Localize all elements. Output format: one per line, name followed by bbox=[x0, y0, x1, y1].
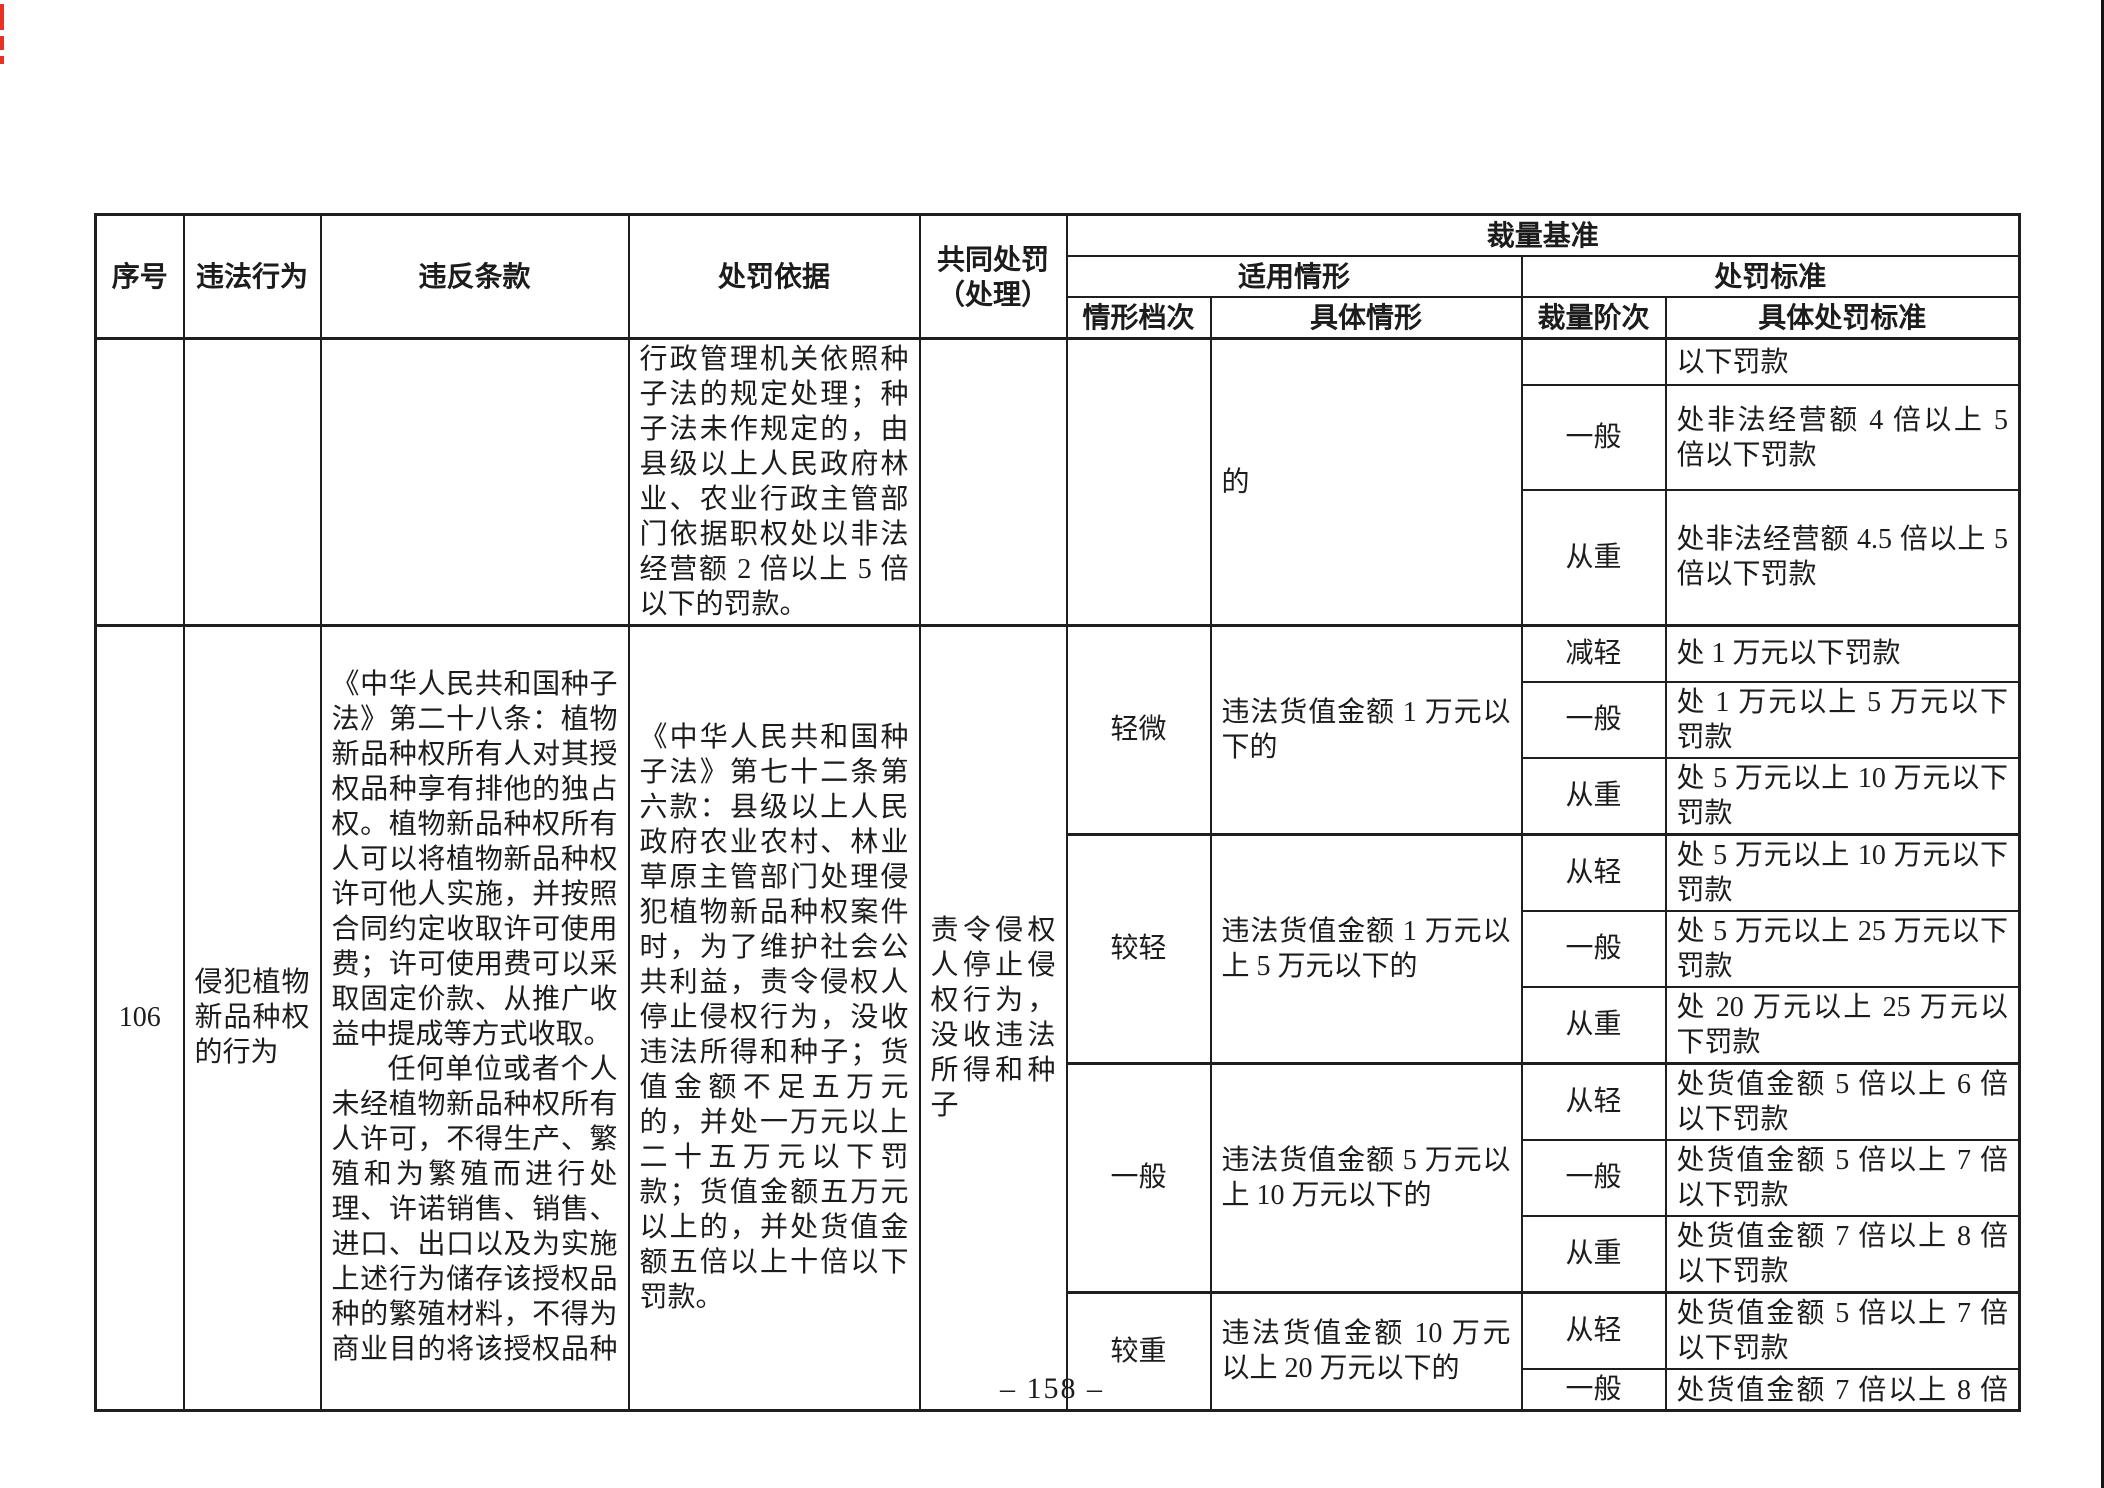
cell-discretion-stage: 从轻 bbox=[1520, 1061, 1667, 1141]
cell-situation-desc: 违法货值金额 10 万元以上 20 万元以下的 bbox=[1209, 1290, 1523, 1411]
header-specific-penalty-standard: 具体处罚标准 bbox=[1664, 296, 2021, 340]
cell-discretion-stage: 一般 bbox=[1520, 909, 1667, 988]
cell-situation-level-empty bbox=[1065, 337, 1212, 627]
cell-serial-106: 106 bbox=[94, 624, 185, 1411]
cell-situation-level: 一般 bbox=[1065, 1061, 1212, 1293]
cell-penalty-standard: 处货值金额 5 倍以上 6 倍以下罚款 bbox=[1664, 1061, 2021, 1141]
cell-discretion-stage: 从轻 bbox=[1520, 832, 1667, 912]
cell-penalty-standard: 处货值金额 5 倍以上 7 倍以下罚款 bbox=[1664, 1138, 2021, 1217]
cell-penalty-standard: 处货值金额 7 倍以上 8 倍以下罚款 bbox=[1664, 1214, 2021, 1293]
cell-discretion-stage: 从重 bbox=[1520, 1214, 1667, 1293]
cell-penalty-standard: 处 5 万元以上 25 万元以下罚款 bbox=[1664, 909, 2021, 988]
penalty-discretion-table: 序号 违法行为 违反条款 处罚依据 共同处罚 （处理） 裁量基准 适用情形 处罚… bbox=[94, 213, 2022, 1412]
continuation-stage-row: 一般 处非法经营额 4 倍以上 5 倍以下罚款 bbox=[96, 384, 2021, 491]
stage-row: 一般 处货值金额 7 倍以上 8 倍以 bbox=[96, 1367, 2021, 1411]
cell-illegal-act-empty bbox=[182, 337, 322, 627]
violated-clause-paragraph-2: 任何单位或者个人未经植物新品种权所有人许可，不得生产、繁殖和为繁殖而进行处理、许… bbox=[331, 1053, 618, 1365]
cell-discretion-stage bbox=[1520, 337, 1667, 387]
cell-serial-empty bbox=[94, 337, 185, 627]
header-penalty-standard: 处罚标准 bbox=[1520, 255, 2021, 298]
stage-row: 从重 处 5 万元以上 10 万元以下罚款 bbox=[96, 756, 2021, 835]
page-number: – 158 – bbox=[1000, 1372, 1104, 1405]
cell-joint-penalty-106: 责令侵权人停止侵权行为，没收违法所得和种子 bbox=[918, 624, 1068, 1411]
header-row-2: 适用情形 处罚标准 bbox=[96, 255, 2021, 298]
penalty-standard-clipped-text: 处货值金额 7 倍以上 8 倍以 bbox=[1676, 1375, 2009, 1405]
scan-margin-mark bbox=[0, 4, 4, 30]
cell-penalty-basis-continuation: 行政管理机关依照种子法的规定处理；种子法未作规定的，由县级以上人民政府林业、农业… bbox=[627, 337, 921, 627]
scan-margin-mark bbox=[0, 56, 4, 64]
cell-violated-clause-empty bbox=[319, 337, 630, 627]
cell-discretion-stage: 从重 bbox=[1520, 985, 1667, 1064]
cell-discretion-stage: 一般 bbox=[1520, 680, 1667, 759]
situation-row: 较重 违法货值金额 10 万元以上 20 万元以下的 从轻 处货值金额 5 倍以… bbox=[96, 1290, 2021, 1411]
cell-situation-level: 较轻 bbox=[1065, 832, 1212, 1064]
continuation-row: 行政管理机关依照种子法的规定处理；种子法未作规定的，由县级以上人民政府林业、农业… bbox=[94, 337, 2021, 627]
stage-row: 一般 处 5 万元以上 25 万元以下罚款 bbox=[96, 909, 2021, 988]
violated-clause-text: 《中华人民共和国种子法》第二十八条：植物新品种权所有人对其授权品种享有排他的独占… bbox=[332, 667, 618, 1369]
scan-edge-line bbox=[2101, 0, 2104, 1488]
cell-penalty-standard: 处货值金额 7 倍以上 8 倍以 bbox=[1664, 1367, 2021, 1411]
header-penalty-basis: 处罚依据 bbox=[627, 213, 921, 340]
header-row-1: 序号 违法行为 违反条款 处罚依据 共同处罚 （处理） 裁量基准 bbox=[94, 213, 2021, 340]
cell-discretion-stage: 一般 bbox=[1520, 1138, 1667, 1217]
cell-discretion-stage: 一般 bbox=[1520, 1367, 1667, 1411]
cell-specific-situation-continuation: 的 bbox=[1209, 337, 1523, 627]
cell-penalty-standard: 处 5 万元以上 10 万元以下罚款 bbox=[1664, 756, 2021, 835]
stage-row: 从重 处货值金额 7 倍以上 8 倍以下罚款 bbox=[96, 1214, 2021, 1293]
header-row-3: 情形档次 具体情形 裁量阶次 具体处罚标准 bbox=[96, 296, 2021, 340]
stage-row: 从重 处 20 万元以上 25 万元以下罚款 bbox=[96, 985, 2021, 1064]
header-discretion-stage: 裁量阶次 bbox=[1520, 296, 1667, 340]
cell-joint-penalty-empty bbox=[918, 337, 1068, 627]
cell-penalty-basis-106: 《中华人民共和国种子法》第七十二条第六款：县级以上人民政府农业农村、林业草原主管… bbox=[627, 624, 921, 1411]
cell-penalty-standard: 处 20 万元以上 25 万元以下罚款 bbox=[1664, 985, 2021, 1064]
cell-discretion-stage: 从重 bbox=[1520, 756, 1667, 835]
header-specific-situation: 具体情形 bbox=[1209, 296, 1523, 340]
header-joint-penalty: 共同处罚 （处理） bbox=[918, 213, 1068, 340]
header-illegal-act: 违法行为 bbox=[182, 213, 322, 340]
header-violated-clause: 违反条款 bbox=[319, 213, 630, 340]
cell-penalty-standard: 处非法经营额 4.5 倍以上 5 倍以下罚款 bbox=[1664, 488, 2021, 627]
scan-margin-mark bbox=[0, 36, 4, 50]
cell-situation-level: 轻微 bbox=[1065, 624, 1212, 835]
cell-discretion-stage: 减轻 bbox=[1520, 624, 1667, 683]
violated-clause-paragraph-1: 《中华人民共和国种子法》第二十八条：植物新品种权所有人对其授权品种享有排他的独占… bbox=[331, 668, 618, 1050]
cell-penalty-standard: 处 1 万元以下罚款 bbox=[1664, 624, 2021, 683]
header-serial: 序号 bbox=[94, 213, 185, 340]
situation-row: 较轻 违法货值金额 1 万元以上 5 万元以下的 从轻 处 5 万元以上 10 … bbox=[96, 832, 2021, 1064]
header-situation-level: 情形档次 bbox=[1065, 296, 1212, 340]
continuation-stage-row: 从重 处非法经营额 4.5 倍以上 5 倍以下罚款 bbox=[96, 488, 2021, 627]
cell-penalty-standard: 以下罚款 bbox=[1664, 337, 2021, 387]
cell-situation-desc: 违法货值金额 1 万元以下的 bbox=[1209, 624, 1523, 835]
cell-illegal-act-106: 侵犯植物新品种权的行为 bbox=[182, 624, 322, 1411]
stage-row: 一般 处货值金额 5 倍以上 7 倍以下罚款 bbox=[96, 1138, 2021, 1217]
cell-penalty-standard: 处货值金额 5 倍以上 7 倍以下罚款 bbox=[1664, 1290, 2021, 1370]
cell-situation-desc: 违法货值金额 5 万元以上 10 万元以下的 bbox=[1209, 1061, 1523, 1293]
cell-violated-clause-106: 《中华人民共和国种子法》第二十八条：植物新品种权所有人对其授权品种享有排他的独占… bbox=[319, 624, 630, 1411]
header-applicable-situation: 适用情形 bbox=[1065, 255, 1523, 298]
cell-penalty-standard: 处 1 万元以上 5 万元以下罚款 bbox=[1664, 680, 2021, 759]
cell-discretion-stage: 一般 bbox=[1520, 384, 1667, 491]
row-106: 106 侵犯植物新品种权的行为 《中华人民共和国种子法》第二十八条：植物新品种权… bbox=[94, 624, 2021, 1411]
cell-situation-desc: 违法货值金额 1 万元以上 5 万元以下的 bbox=[1209, 832, 1523, 1064]
cell-penalty-standard: 处 5 万元以上 10 万元以下罚款 bbox=[1664, 832, 2021, 912]
cell-situation-level: 较重 bbox=[1065, 1290, 1212, 1411]
header-discretion-benchmark: 裁量基准 bbox=[1065, 213, 2021, 257]
cell-discretion-stage: 从轻 bbox=[1520, 1290, 1667, 1370]
situation-row: 一般 违法货值金额 5 万元以上 10 万元以下的 从轻 处货值金额 5 倍以上… bbox=[96, 1061, 2021, 1293]
cell-penalty-standard: 处非法经营额 4 倍以上 5 倍以下罚款 bbox=[1664, 384, 2021, 491]
cell-discretion-stage: 从重 bbox=[1520, 488, 1667, 627]
stage-row: 一般 处 1 万元以上 5 万元以下罚款 bbox=[96, 680, 2021, 759]
